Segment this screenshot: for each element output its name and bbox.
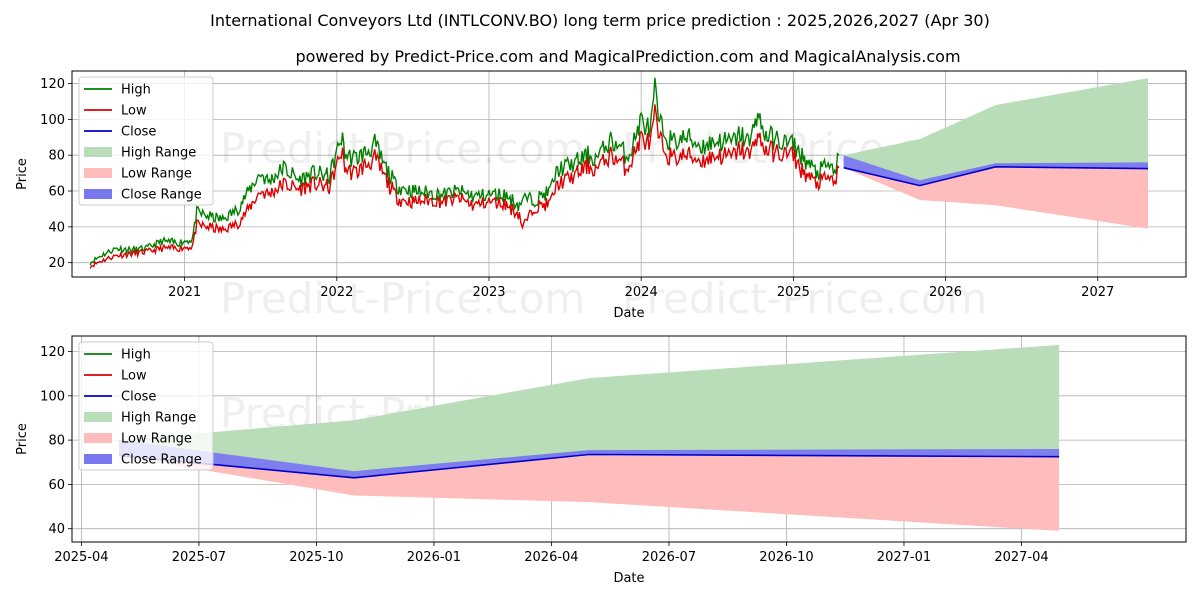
y-tick-label: 80	[48, 434, 65, 449]
legend-swatch-patch	[84, 454, 112, 464]
y-tick-label: 60	[48, 478, 65, 493]
x-axis-label: Date	[613, 571, 644, 586]
x-tick-label: 2026-04	[524, 550, 578, 565]
high-range-band	[843, 78, 1148, 181]
close-forecast-line	[118, 453, 1060, 479]
legend-swatch-patch	[84, 168, 112, 178]
chart-subtitle: powered by Predict-Price.com and Magical…	[295, 47, 960, 66]
watermark-left: Predict-Price.com	[220, 274, 585, 323]
watermark-right: Predict-Price.com	[622, 274, 987, 323]
plot-area	[89, 77, 1149, 269]
legend-swatch-patch	[84, 433, 112, 443]
chart-title: International Conveyors Ltd (INTLCONV.BO…	[210, 11, 990, 30]
axes-frame	[71, 335, 1187, 543]
x-tick-label: 2024	[625, 285, 658, 300]
y-axis-label: Price	[15, 158, 30, 190]
plot-area	[118, 344, 1060, 531]
x-tick-label: 2022	[320, 285, 353, 300]
y-tick-label: 100	[40, 113, 65, 128]
legend-label: Low Range	[121, 432, 192, 447]
legend-label: Close	[121, 125, 156, 140]
x-tick-label: 2027-01	[877, 550, 931, 565]
legend-swatch-patch	[84, 412, 112, 422]
low-series-line	[89, 104, 840, 269]
legend-label: Low Range	[121, 167, 192, 182]
y-axis-label: Price	[15, 423, 30, 455]
axes-frame	[71, 70, 1187, 278]
x-tick-label: 2025	[777, 285, 810, 300]
legend-label: High Range	[121, 411, 196, 426]
legend-label: Close Range	[121, 453, 202, 468]
x-tick-label: 2025-04	[54, 550, 108, 565]
y-tick-label: 120	[40, 345, 65, 360]
legend-label: High	[121, 83, 151, 98]
chart-panels: 2021 2022 2023 2024 2025 2026 2027 20 40 60 80 100 1…	[15, 70, 1187, 586]
x-tick-label: 2025-10	[289, 550, 343, 565]
legend-box	[78, 341, 214, 471]
legend-label: High	[121, 348, 151, 363]
legend-label: Low	[121, 369, 147, 384]
x-tick-label: 2026-10	[759, 550, 813, 565]
legend-label: Close	[121, 390, 156, 405]
chart-panel-zoomed-forecast: 2025-04 2025-07 2025-10 2026-01 2026-04 2026-…	[15, 335, 1187, 586]
legend-swatch-patch	[84, 147, 112, 157]
high-range-band	[119, 344, 1060, 472]
y-tick-label: 60	[48, 185, 65, 200]
close-forecast-line	[843, 165, 1149, 187]
y-tick-label: 40	[48, 522, 65, 537]
legend-label: High Range	[121, 146, 196, 161]
high-series-line	[89, 77, 840, 266]
x-tick-label: 2023	[472, 285, 505, 300]
low-range-band	[119, 455, 1060, 531]
legend: High Low Close High Range Low Range Close Ran…	[78, 341, 214, 471]
x-tick-label: 2025-07	[172, 550, 226, 565]
x-tick-label: 2021	[168, 285, 201, 300]
watermark-left: Predict-Price.com	[220, 124, 585, 173]
legend-box	[78, 76, 214, 206]
legend: High Low Close High Range Low Range Close Ran…	[78, 76, 214, 206]
x-tick-label: 2026	[929, 285, 962, 300]
x-tick-label: 2027	[1081, 285, 1114, 300]
legend-label: Low	[121, 104, 147, 119]
y-tick-label: 120	[40, 77, 65, 92]
x-axis-label: Date	[613, 306, 644, 321]
legend-swatch-patch	[84, 189, 112, 199]
x-tick-label: 2027-04	[994, 550, 1048, 565]
legend-label: Close Range	[121, 188, 202, 203]
chart-panel-long-term: 2021 2022 2023 2024 2025 2026 2027 20 40 60 80 100 1…	[15, 70, 1187, 323]
y-tick-label: 100	[40, 389, 65, 404]
x-tick-label: 2026-07	[642, 550, 696, 565]
y-tick-label: 40	[48, 220, 65, 235]
x-tick-label: 2026-01	[407, 550, 461, 565]
y-tick-label: 20	[48, 256, 65, 271]
y-tick-label: 80	[48, 149, 65, 164]
low-range-band	[843, 167, 1148, 229]
